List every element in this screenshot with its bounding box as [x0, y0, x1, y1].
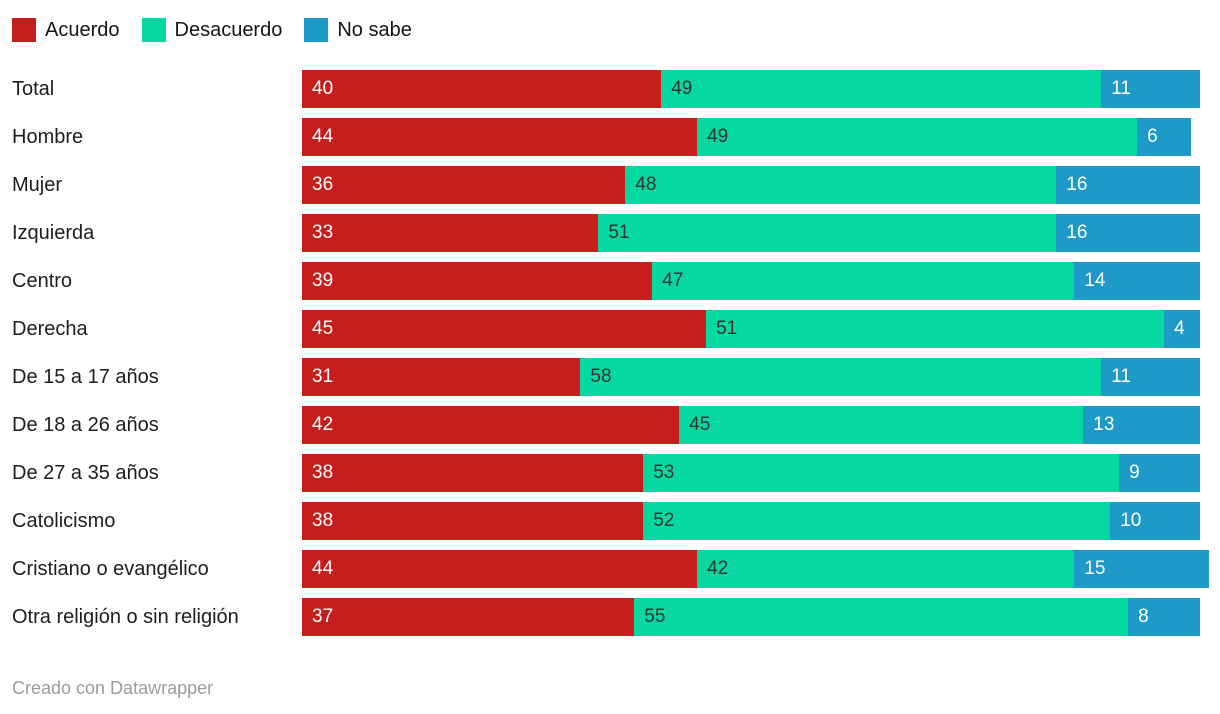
- bar-chart: Total 40 49 11 Hombre 44 49 6 Mujer 36 48 16 I…: [12, 70, 1220, 636]
- legend-item-desacuerdo: Desacuerdo: [141, 18, 283, 42]
- bar-segment-desacuerdo: 47: [652, 262, 1075, 300]
- row-label: Centro: [12, 270, 73, 292]
- bar-track: 44 42 15: [302, 550, 1209, 588]
- bar-track: 38 52 10: [302, 502, 1200, 540]
- bar-segment-desacuerdo: 42: [697, 550, 1075, 588]
- bar-segment-acuerdo: 44: [302, 550, 698, 588]
- bar-segment-acuerdo: 44: [302, 118, 698, 156]
- bar-segment-no-sabe: 8: [1128, 598, 1200, 636]
- legend-label-acuerdo: Acuerdo: [45, 19, 120, 41]
- row-label: Catolicismo: [12, 510, 116, 532]
- bar-segment-desacuerdo: 51: [598, 214, 1057, 252]
- chart-row: De 15 a 17 años 31 58 11: [12, 358, 1220, 396]
- bar-segment-acuerdo: 37: [302, 598, 635, 636]
- bar-segment-no-sabe: 13: [1083, 406, 1200, 444]
- chart-row: Izquierda 33 51 16: [12, 214, 1220, 252]
- bar-segment-no-sabe: 16: [1056, 166, 1200, 204]
- chart-row: Derecha 45 51 4: [12, 310, 1220, 348]
- legend-label-desacuerdo: Desacuerdo: [174, 19, 283, 41]
- bar-track: 36 48 16: [302, 166, 1200, 204]
- row-label: Derecha: [12, 318, 88, 340]
- bar-segment-acuerdo: 36: [302, 166, 626, 204]
- bar-track: 37 55 8: [302, 598, 1200, 636]
- bar-segment-acuerdo: 31: [302, 358, 581, 396]
- bar-segment-no-sabe: 9: [1119, 454, 1200, 492]
- bar-segment-no-sabe: 14: [1074, 262, 1200, 300]
- bar-segment-desacuerdo: 49: [661, 70, 1102, 108]
- bar-segment-no-sabe: 10: [1110, 502, 1200, 540]
- row-label: Cristiano o evangélico: [12, 558, 209, 580]
- bar-track: 42 45 13: [302, 406, 1200, 444]
- row-label: Total: [12, 78, 55, 100]
- row-label: Izquierda: [12, 222, 95, 244]
- bar-segment-desacuerdo: 58: [580, 358, 1102, 396]
- bar-segment-acuerdo: 38: [302, 502, 644, 540]
- bar-track: 40 49 11: [302, 70, 1200, 108]
- bar-segment-no-sabe: 11: [1101, 358, 1200, 396]
- bar-segment-desacuerdo: 53: [643, 454, 1120, 492]
- bar-segment-no-sabe: 11: [1101, 70, 1200, 108]
- row-label: De 15 a 17 años: [12, 366, 159, 388]
- legend-swatch-acuerdo: [12, 18, 36, 42]
- bar-segment-desacuerdo: 48: [625, 166, 1057, 204]
- bar-segment-acuerdo: 33: [302, 214, 599, 252]
- bar-segment-desacuerdo: 55: [634, 598, 1129, 636]
- bar-track: 33 51 16: [302, 214, 1200, 252]
- row-label: De 18 a 26 años: [12, 414, 159, 436]
- bar-segment-acuerdo: 40: [302, 70, 662, 108]
- chart-row: Cristiano o evangélico 44 42 15: [12, 550, 1220, 588]
- legend-item-acuerdo: Acuerdo: [12, 18, 120, 42]
- bar-segment-no-sabe: 15: [1074, 550, 1209, 588]
- bar-segment-desacuerdo: 51: [706, 310, 1165, 348]
- bar-track: 44 49 6: [302, 118, 1200, 156]
- row-label: Mujer: [12, 174, 63, 196]
- bar-segment-acuerdo: 42: [302, 406, 680, 444]
- chart-row: Otra religión o sin religión 37 55 8: [12, 598, 1220, 636]
- bar-segment-desacuerdo: 52: [643, 502, 1111, 540]
- chart-row: De 27 a 35 años 38 53 9: [12, 454, 1220, 492]
- row-label: De 27 a 35 años: [12, 462, 159, 484]
- bar-track: 39 47 14: [302, 262, 1200, 300]
- chart-row: Total 40 49 11: [12, 70, 1220, 108]
- legend-label-no-sabe: No sabe: [337, 19, 412, 41]
- bar-track: 38 53 9: [302, 454, 1200, 492]
- legend-item-no-sabe: No sabe: [304, 18, 412, 42]
- row-label: Hombre: [12, 126, 84, 148]
- row-label: Otra religión o sin religión: [12, 606, 239, 628]
- bar-segment-no-sabe: 6: [1137, 118, 1191, 156]
- chart-row: Hombre 44 49 6: [12, 118, 1220, 156]
- bar-segment-desacuerdo: 45: [679, 406, 1084, 444]
- bar-track: 45 51 4: [302, 310, 1200, 348]
- bar-segment-acuerdo: 38: [302, 454, 644, 492]
- legend-swatch-desacuerdo: [141, 18, 166, 42]
- bar-segment-no-sabe: 16: [1056, 214, 1200, 252]
- bar-segment-acuerdo: 39: [302, 262, 653, 300]
- bar-segment-desacuerdo: 49: [697, 118, 1138, 156]
- bar-track: 31 58 11: [302, 358, 1200, 396]
- datawrapper-credit: Creado con Datawrapper: [12, 678, 214, 698]
- chart-row: Catolicismo 38 52 10: [12, 502, 1220, 540]
- legend-swatch-no-sabe: [304, 18, 329, 42]
- bar-segment-no-sabe: 4: [1164, 310, 1200, 348]
- bar-segment-acuerdo: 45: [302, 310, 707, 348]
- chart-row: De 18 a 26 años 42 45 13: [12, 406, 1220, 444]
- chart-row: Mujer 36 48 16: [12, 166, 1220, 204]
- chart-row: Centro 39 47 14: [12, 262, 1220, 300]
- legend: Acuerdo Desacuerdo No sabe: [12, 18, 1220, 42]
